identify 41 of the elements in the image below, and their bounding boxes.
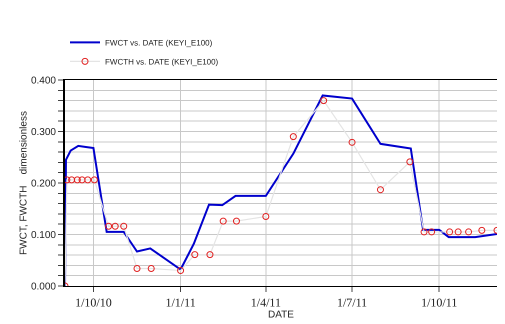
point xyxy=(112,222,119,230)
point xyxy=(446,228,454,236)
point xyxy=(420,228,428,236)
point xyxy=(105,222,112,230)
point xyxy=(148,264,155,272)
point xyxy=(220,218,227,225)
x-tick-label: 1/7/11 xyxy=(336,295,368,310)
y-tick-label: 0.400 xyxy=(30,76,56,86)
x-tick-label: 1/1/11 xyxy=(165,295,196,310)
point xyxy=(134,264,140,272)
point xyxy=(74,176,81,184)
y-tick-label: 0.200 xyxy=(30,178,56,190)
point xyxy=(120,222,128,230)
point xyxy=(376,186,384,194)
point xyxy=(465,228,472,236)
point xyxy=(68,176,76,184)
point xyxy=(428,228,436,236)
point xyxy=(78,176,86,184)
y-axis-title: FWCT, FWCTH dimensionless xyxy=(18,111,30,255)
point xyxy=(406,158,414,166)
legend-label: FWCT vs. DATE (KEYI_E100) xyxy=(105,38,213,48)
y-tick-label: 0.000 xyxy=(30,282,56,292)
x-axis-title: DATE xyxy=(268,309,294,320)
point xyxy=(320,97,328,104)
point xyxy=(206,251,214,258)
x-tick-label: 1/4/11 xyxy=(250,295,281,310)
legend-label: FWCTH vs. DATE (KEYI_E100) xyxy=(105,58,219,66)
point xyxy=(84,176,92,184)
point xyxy=(478,226,486,234)
point xyxy=(454,228,462,236)
x-tick-label: 1/10/10 xyxy=(75,295,112,310)
y-tick-label: 0.100 xyxy=(30,230,56,241)
y-tick-label: 0.300 xyxy=(30,127,56,138)
point xyxy=(262,212,270,220)
x-tick-label: 1/10/11 xyxy=(421,295,458,310)
point xyxy=(90,176,98,184)
point xyxy=(348,138,356,146)
point xyxy=(232,218,240,225)
point xyxy=(290,133,297,140)
point xyxy=(177,267,184,274)
point xyxy=(191,251,198,258)
